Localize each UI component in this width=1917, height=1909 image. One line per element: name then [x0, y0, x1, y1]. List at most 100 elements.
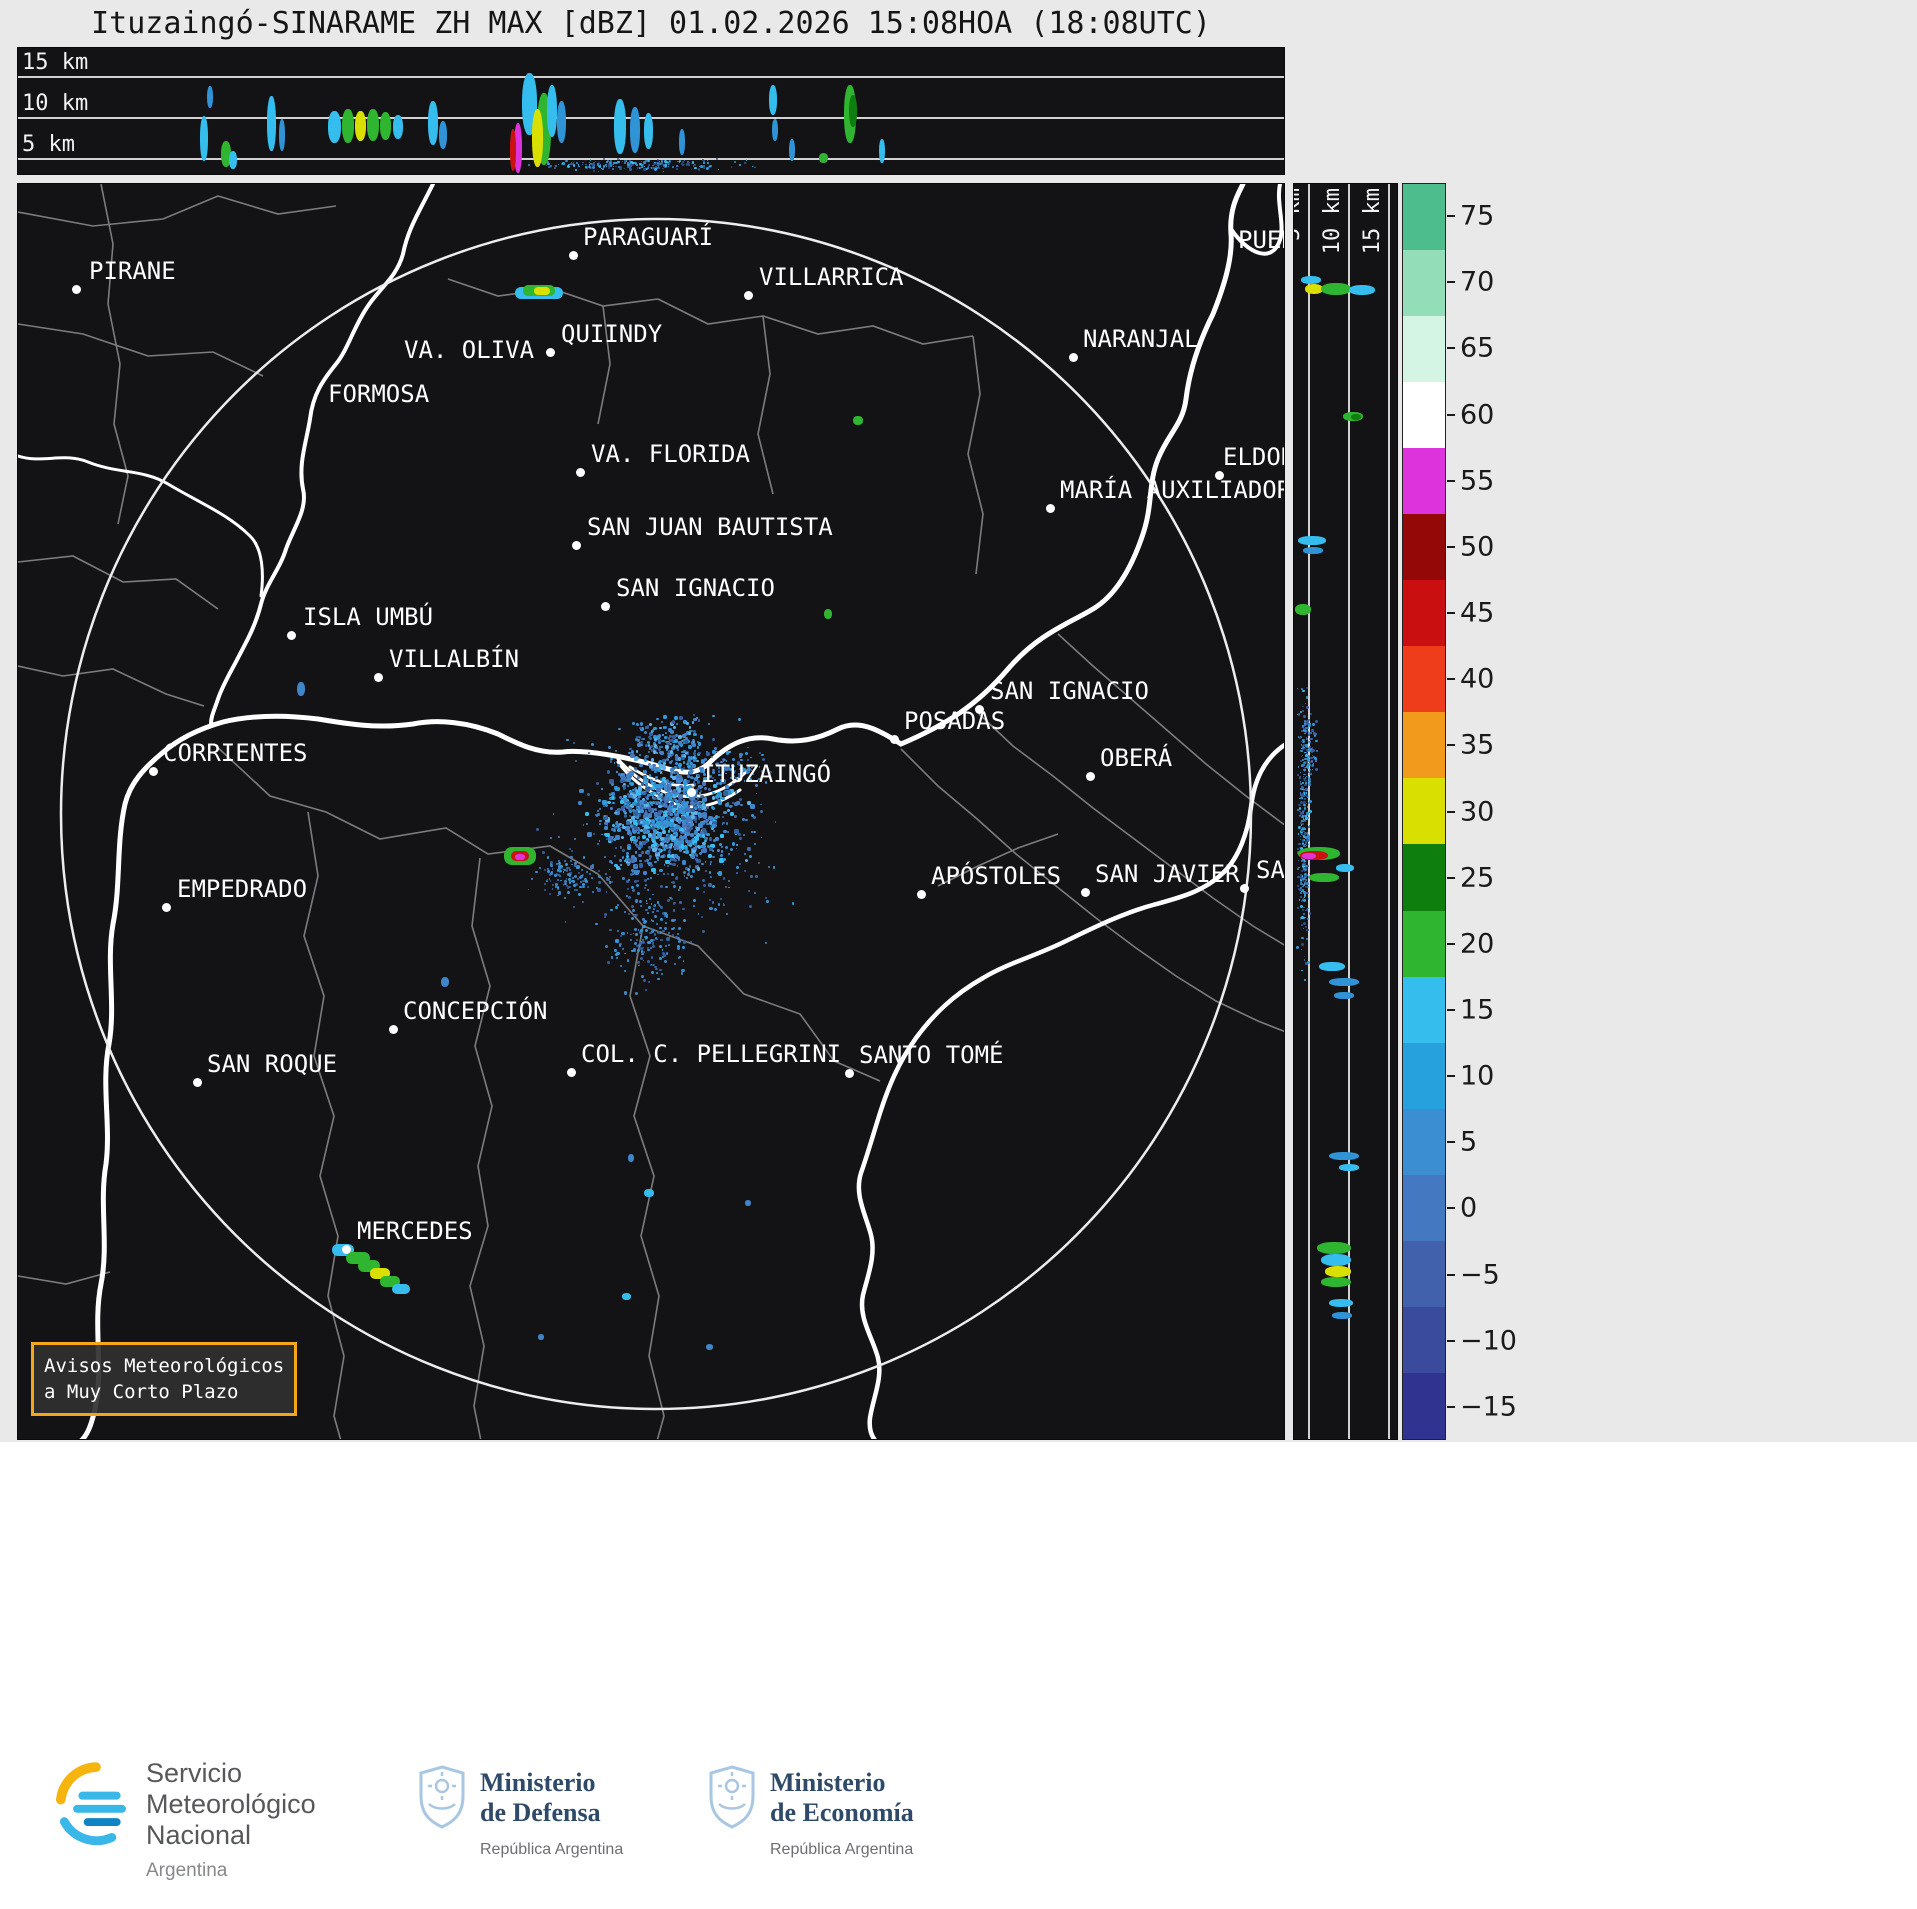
radar-echo-speck	[691, 869, 695, 873]
radar-echo-speck	[693, 756, 697, 760]
colorbar-band	[1403, 382, 1445, 449]
radar-echo-speck	[628, 833, 632, 837]
radar-echo	[1339, 1164, 1359, 1171]
radar-echo-speck	[696, 867, 700, 871]
radar-echo-speck	[1302, 727, 1306, 731]
radar-echo-speck	[658, 734, 662, 738]
radar-echo-speck	[566, 866, 569, 870]
radar-echo-speck	[1300, 811, 1303, 814]
city-label: ITUZAINGÓ	[701, 760, 832, 788]
radar-echo-speck	[648, 736, 653, 741]
radar-echo-speck	[591, 877, 593, 879]
radar-echo-speck	[653, 751, 656, 754]
radar-echo-speck	[712, 714, 715, 718]
radar-echo-speck	[672, 793, 677, 799]
radar-echo-speck	[665, 952, 668, 955]
radar-echo-speck	[675, 936, 678, 940]
radar-echo-speck	[617, 930, 619, 932]
radar-echo-speck	[614, 854, 617, 857]
radar-echo-speck	[591, 163, 595, 167]
radar-echo-speck	[642, 924, 646, 929]
radar-echo-speck	[683, 784, 687, 787]
radar-echo-speck	[702, 828, 706, 832]
radar-echo-speck	[708, 883, 712, 887]
radar-echo-speck	[627, 860, 630, 862]
radar-echo-speck	[640, 845, 643, 848]
rivers	[18, 184, 1284, 1439]
radar-echo-speck	[673, 919, 676, 922]
radar-echo-speck	[640, 740, 644, 744]
radar-echo-speck	[660, 817, 664, 821]
radar-echo-speck	[634, 880, 638, 884]
radar-echo-speck	[1300, 905, 1303, 908]
economia-line1: Ministerio	[770, 1768, 886, 1797]
radar-echo-speck	[630, 933, 633, 936]
radar-echo-speck	[661, 949, 664, 952]
radar-echo-speck	[598, 170, 600, 172]
radar-echo-speck	[603, 157, 606, 160]
radar-echo-speck	[663, 959, 667, 963]
radar-echo-speck	[692, 743, 696, 747]
radar-echo-speck	[673, 903, 676, 905]
radar-echo-speck	[678, 805, 681, 808]
radar-echo-speck	[658, 166, 660, 168]
radar-echo-speck	[668, 808, 672, 813]
radar-echo-speck	[719, 843, 722, 846]
radar-echo-speck	[680, 830, 683, 833]
radar-echo-speck	[652, 162, 656, 166]
radar-echo-speck	[690, 163, 692, 164]
radar-echo-speck	[1298, 807, 1301, 810]
radar-echo-speck	[637, 794, 641, 798]
radar-echo-speck	[738, 797, 743, 802]
radar-echo-speck	[682, 919, 686, 923]
radar-echo-speck	[688, 756, 691, 759]
radar-echo-speck	[649, 786, 653, 791]
radar-echo-speck	[651, 823, 655, 826]
radar-echo-speck	[686, 762, 689, 766]
radar-echo-speck	[684, 844, 688, 848]
radar-echo-speck	[650, 823, 654, 827]
radar-echo-speck	[620, 805, 626, 811]
radar-echo-speck	[645, 725, 649, 729]
radar-echo-speck	[651, 785, 656, 790]
radar-echo-speck	[682, 960, 685, 962]
radar-echo-speck	[669, 750, 674, 755]
radar-echo-speck	[627, 888, 629, 890]
radar-echo-speck	[1308, 756, 1311, 759]
radar-echo-speck	[637, 775, 641, 779]
radar-echo-speck	[642, 959, 644, 962]
radar-echo-speck	[660, 162, 663, 165]
radar-echo-speck	[655, 793, 659, 796]
radar-echo-speck	[646, 946, 650, 950]
radar-echo-speck	[590, 865, 595, 870]
radar-echo-speck	[1305, 909, 1307, 911]
radar-echo-speck	[633, 831, 636, 835]
radar-echo-speck	[637, 929, 640, 931]
radar-echo-speck	[1298, 866, 1300, 869]
radar-echo-speck	[678, 957, 681, 960]
radar-echo-speck	[659, 868, 663, 873]
radar-echo-speck	[686, 774, 690, 778]
radar-echo-speck	[653, 735, 657, 740]
colorbar-band	[1403, 910, 1445, 977]
radar-echo-speck	[718, 782, 722, 785]
radar-echo-speck	[527, 164, 530, 167]
radar-echo-speck	[720, 778, 724, 782]
radar-echo-speck	[1301, 889, 1305, 892]
radar-echo-speck	[695, 832, 700, 837]
radar-echo-speck	[653, 929, 656, 932]
radar-echo-speck	[629, 858, 634, 862]
radar-echo-speck	[638, 167, 641, 169]
radar-echo-speck	[619, 863, 623, 867]
radar-echo-speck	[609, 875, 612, 879]
radar-echo-speck	[652, 920, 654, 922]
radar-echo-speck	[755, 784, 759, 788]
radar-echo-speck	[705, 750, 708, 753]
radar-echo-speck	[1310, 713, 1312, 715]
radar-echo-speck	[623, 910, 626, 913]
radar-echo-speck	[653, 904, 655, 907]
radar-echo-speck	[1305, 753, 1308, 757]
radar-echo-speck	[645, 754, 649, 759]
radar-echo-speck	[738, 763, 742, 766]
radar-echo-speck	[651, 963, 655, 967]
